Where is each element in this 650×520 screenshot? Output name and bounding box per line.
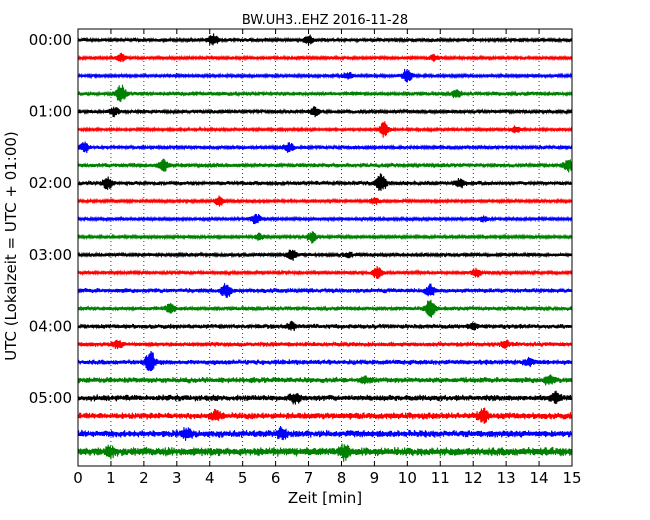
y-tick-label: 05:00 [29,389,72,407]
x-tick-label: 7 [304,469,314,487]
x-tick-label: 6 [271,469,281,487]
x-tick-label: 10 [398,469,417,487]
trace-02:00 [77,173,573,192]
trace-03:45 [77,299,573,318]
trace-01:15 [77,121,573,138]
trace-01:00 [77,106,573,118]
trace-00:15 [77,52,573,63]
y-tick-label: 04:00 [29,317,72,335]
x-tick-label: 1 [106,469,116,487]
y-axis-label: UTC (Lokalzeit = UTC + 01:00) [2,131,20,361]
trace-04:00 [77,320,573,332]
trace-01:45 [77,158,573,173]
trace-05:45 [77,443,573,462]
x-tick-label: 0 [73,469,83,487]
trace-00:00 [77,33,573,46]
plot-frame [77,28,573,467]
x-tick-label: 9 [370,469,380,487]
x-tick-label: 3 [172,469,182,487]
trace-05:30 [77,426,573,441]
x-tick-label: 13 [497,469,516,487]
x-tick-label: 4 [205,469,215,487]
x-axis-label: Zeit [min] [288,489,362,507]
trace-03:00 [77,249,573,261]
x-tick-label: 2 [139,469,149,487]
y-tick-label: 02:00 [29,174,72,192]
x-tick-label: 5 [238,469,248,487]
x-tick-label: 8 [337,469,347,487]
trace-05:15 [77,407,573,425]
traces [77,33,573,462]
y-tick-label: 03:00 [29,246,72,264]
trace-02:15 [77,195,573,207]
trace-02:30 [77,213,573,225]
chart-title: BW.UH3..EHZ 2016-11-28 [242,13,408,28]
trace-00:30 [77,68,573,83]
y-tick-label: 01:00 [29,103,72,121]
x-tick-label: 15 [562,469,581,487]
x-tick-label: 11 [431,469,450,487]
trace-05:00 [77,390,573,405]
trace-03:30 [77,283,573,298]
trace-00:45 [77,84,573,103]
y-axis-ticks: 00:00 01:00 02:00 03:00 04:00 05:00 [29,31,572,407]
x-tick-label: 14 [530,469,549,487]
x-tick-label: 12 [464,469,483,487]
trace-03:15 [77,265,573,279]
x-axis-ticks: 0 1 2 3 4 5 6 7 8 9 10 11 12 13 14 15 [73,29,582,487]
trace-02:45 [77,231,573,244]
y-tick-label: 00:00 [29,31,72,49]
trace-01:30 [77,141,573,154]
trace-04:30 [77,351,573,372]
trace-04:45 [77,374,573,386]
vertical-grid [110,29,540,466]
trace-04:15 [77,339,573,350]
